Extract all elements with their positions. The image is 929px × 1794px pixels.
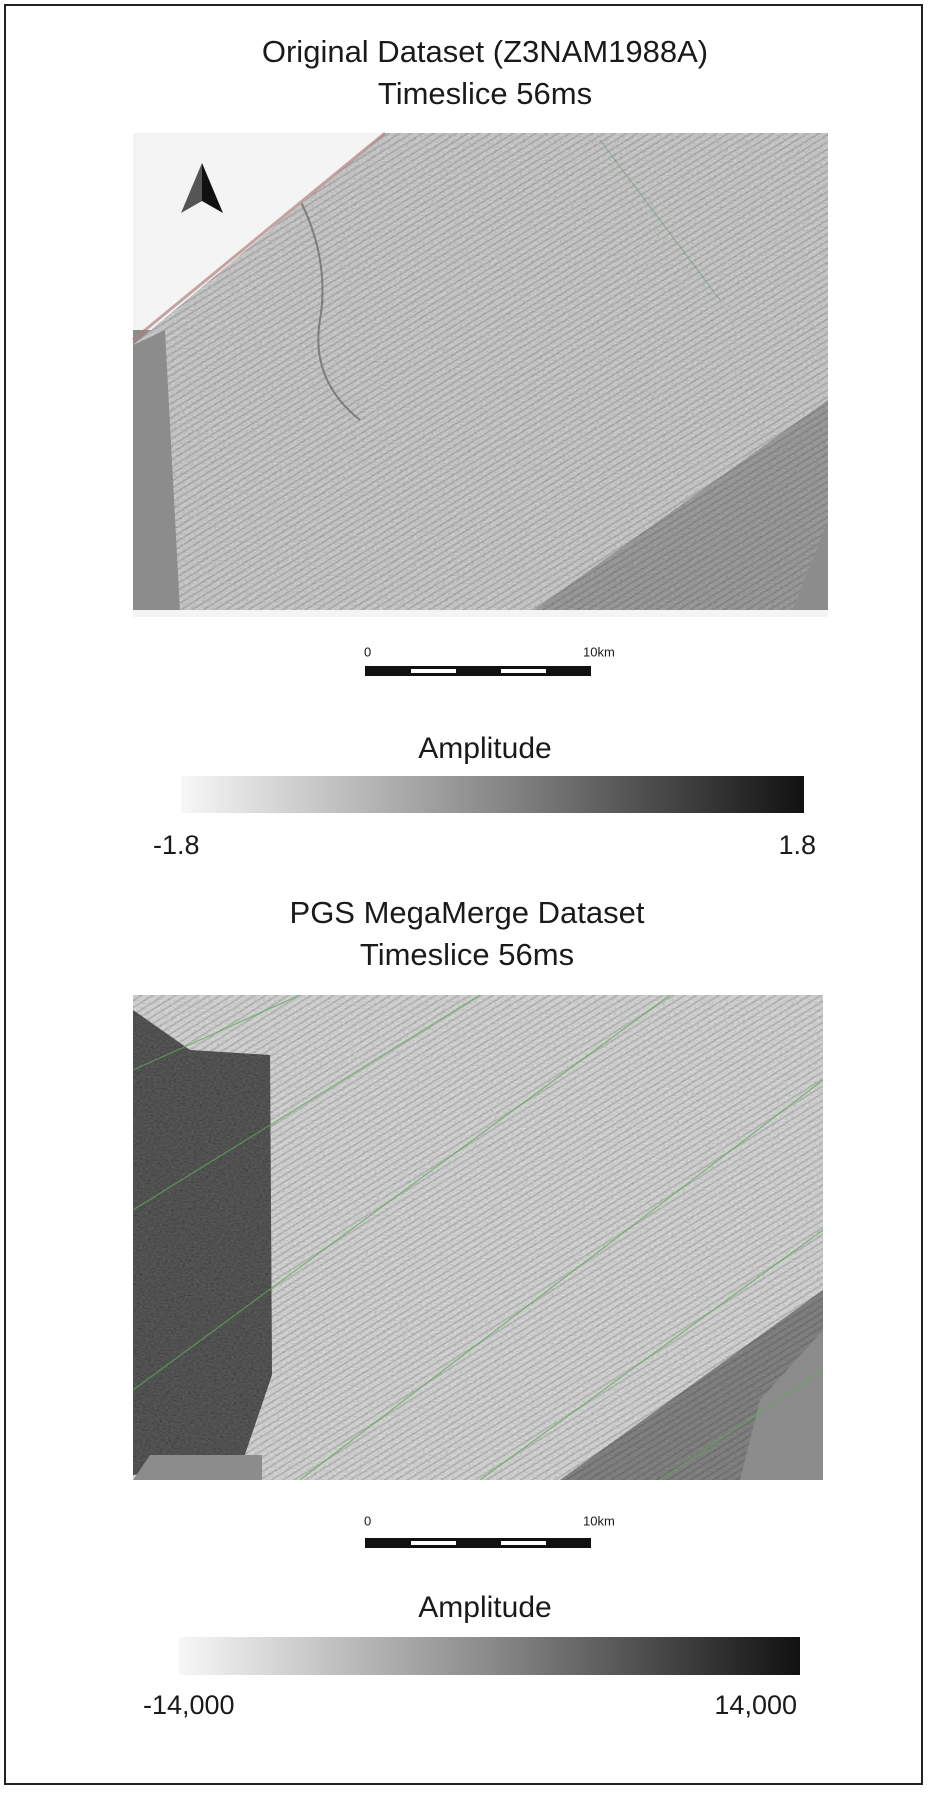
panel-subtitle: Timeslice 56ms: [360, 937, 574, 972]
panel-title: Original Dataset (Z3NAM1988A): [262, 34, 708, 69]
panel-title: PGS MegaMerge Dataset: [290, 895, 645, 930]
scale-bar-end: 10km: [583, 1513, 615, 1528]
colorbar: [181, 776, 804, 813]
scale-bar-start: 0: [364, 1513, 371, 1528]
scale-bar: [365, 666, 591, 676]
colorbar-max: 14,000: [714, 1690, 797, 1720]
colorbar-title: Amplitude: [418, 1591, 551, 1624]
colorbar-title: Amplitude: [418, 732, 551, 765]
panel-subtitle: Timeslice 56ms: [378, 76, 592, 111]
scale-bar: [365, 1538, 591, 1548]
colorbar-min: -14,000: [143, 1690, 235, 1720]
seismic-map: [133, 133, 828, 620]
seismic-map: [133, 995, 823, 1480]
figure: Original Dataset (Z3NAM1988A) Timeslice …: [0, 0, 929, 1789]
colorbar-min: -1.8: [153, 830, 200, 860]
scale-bar-start: 0: [364, 644, 371, 659]
scale-bar-end: 10km: [583, 644, 615, 659]
colorbar: [179, 1637, 800, 1675]
colorbar-max: 1.8: [778, 830, 816, 860]
